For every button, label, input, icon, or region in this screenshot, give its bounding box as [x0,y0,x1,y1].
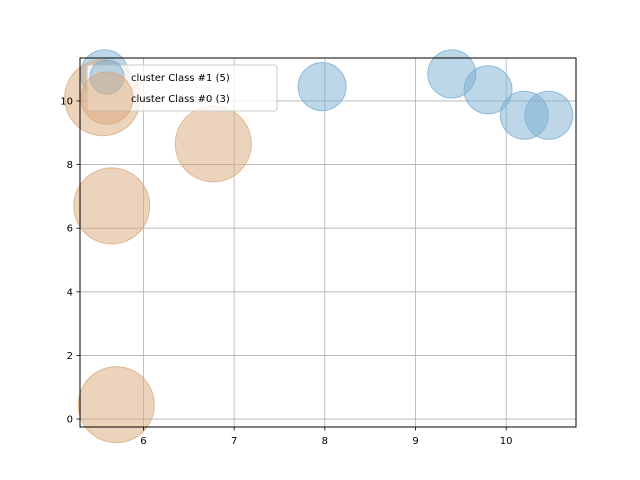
y-tick-label: 2 [67,351,73,362]
data-point-class-1 [524,90,574,140]
x-tick-label: 7 [231,436,237,447]
legend: cluster Class #1 (5) cluster Class #0 (3) [80,59,278,125]
y-tick-label: 4 [67,287,73,298]
data-point-class-1 [463,65,513,115]
x-axis: 6 7 8 9 10 [140,427,513,447]
x-tick-label: 6 [140,436,146,447]
y-tick-label: 8 [67,160,73,171]
x-tick-label: 9 [412,436,418,447]
data-point-class-0 [77,366,155,444]
y-tick-label: 0 [67,415,73,426]
legend-marker [80,71,134,125]
data-point-class-0 [174,105,252,183]
y-axis: 0 2 4 6 8 10 [60,96,80,426]
x-tick-label: 10 [500,436,513,447]
legend-label: cluster Class #1 (5) [131,73,230,84]
data-point-class-0 [73,167,151,245]
data-point-class-1 [297,62,347,112]
x-tick-label: 8 [322,436,328,447]
legend-label: cluster Class #0 (3) [131,94,230,105]
y-tick-label: 10 [60,96,73,107]
plot-frame [79,57,577,428]
y-tick-label: 6 [67,224,73,235]
